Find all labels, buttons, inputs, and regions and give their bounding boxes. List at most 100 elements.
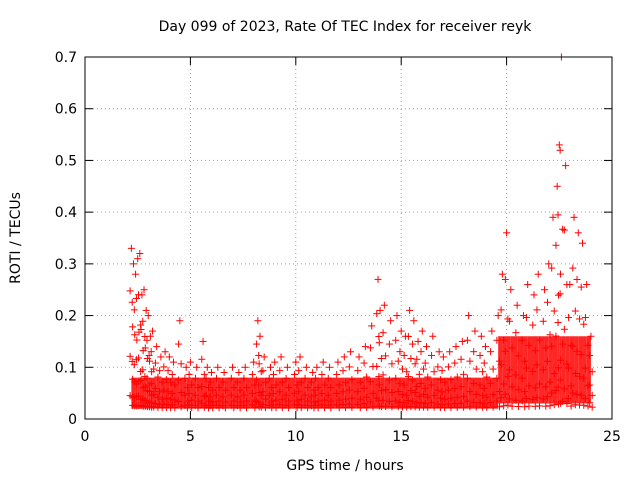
data-point bbox=[554, 364, 562, 372]
data-point bbox=[403, 391, 411, 399]
y-tick-label: 0 bbox=[68, 412, 77, 428]
data-point bbox=[139, 366, 147, 374]
data-point bbox=[202, 391, 210, 399]
data-point bbox=[268, 384, 276, 392]
data-point bbox=[307, 393, 315, 401]
data-point bbox=[128, 298, 136, 306]
data-point bbox=[137, 376, 145, 384]
data-point bbox=[571, 370, 579, 378]
data-point bbox=[565, 313, 573, 321]
data-point bbox=[160, 363, 168, 371]
data-point bbox=[203, 363, 211, 371]
data-point bbox=[242, 397, 250, 405]
dense-point-band bbox=[359, 377, 366, 409]
data-point bbox=[506, 317, 514, 325]
data-point bbox=[137, 321, 145, 329]
data-point bbox=[347, 348, 355, 356]
data-point bbox=[453, 393, 461, 401]
data-point bbox=[319, 358, 327, 366]
data-point bbox=[588, 403, 596, 411]
data-point bbox=[355, 353, 363, 361]
dense-point-band bbox=[582, 336, 587, 404]
dense-point-band bbox=[462, 377, 469, 409]
data-point bbox=[171, 396, 179, 404]
data-point bbox=[366, 398, 374, 406]
data-point bbox=[293, 381, 301, 389]
data-point bbox=[407, 387, 415, 395]
data-point bbox=[438, 367, 446, 375]
data-point bbox=[278, 395, 286, 403]
data-point bbox=[463, 336, 471, 344]
data-point bbox=[414, 337, 422, 345]
data-point bbox=[261, 378, 269, 386]
data-point bbox=[472, 390, 480, 398]
data-point bbox=[320, 381, 328, 389]
data-point bbox=[145, 351, 153, 359]
data-point bbox=[580, 374, 588, 382]
data-point bbox=[567, 402, 575, 410]
data-point bbox=[471, 327, 479, 335]
dense-point-band bbox=[312, 377, 317, 409]
data-point bbox=[379, 371, 387, 379]
data-point bbox=[202, 374, 210, 382]
data-point bbox=[479, 391, 487, 399]
data-point bbox=[522, 364, 530, 372]
data-point bbox=[185, 401, 193, 409]
data-point bbox=[242, 384, 250, 392]
dense-point-band bbox=[141, 377, 145, 409]
data-point bbox=[354, 367, 362, 375]
data-point bbox=[369, 389, 377, 397]
data-point bbox=[489, 390, 497, 398]
data-point bbox=[404, 397, 412, 405]
data-point bbox=[265, 374, 273, 382]
data-point bbox=[487, 398, 495, 406]
data-point bbox=[546, 402, 554, 410]
data-point bbox=[292, 358, 300, 366]
data-point bbox=[150, 365, 158, 373]
data-point bbox=[199, 337, 207, 345]
data-point bbox=[135, 354, 143, 362]
data-point bbox=[181, 391, 189, 399]
data-point bbox=[470, 398, 478, 406]
data-point bbox=[483, 403, 491, 411]
data-point bbox=[318, 370, 326, 378]
data-point bbox=[310, 386, 318, 394]
dense-point-band bbox=[534, 336, 539, 404]
data-point bbox=[521, 403, 529, 411]
data-point bbox=[257, 368, 265, 376]
data-point bbox=[214, 363, 222, 371]
data-point bbox=[415, 392, 423, 400]
data-point bbox=[185, 389, 193, 397]
data-point bbox=[452, 343, 460, 351]
dense-point-band bbox=[481, 377, 486, 409]
data-point bbox=[229, 363, 237, 371]
data-point bbox=[392, 397, 400, 405]
data-point bbox=[586, 399, 594, 407]
data-point bbox=[504, 372, 512, 380]
data-point bbox=[497, 394, 505, 402]
data-point bbox=[240, 401, 248, 409]
y-tick-label: 0.7 bbox=[55, 50, 77, 66]
data-point bbox=[588, 368, 596, 376]
data-point bbox=[565, 364, 573, 372]
data-point bbox=[460, 370, 468, 378]
data-point bbox=[580, 320, 588, 328]
data-point bbox=[253, 376, 261, 384]
data-point bbox=[470, 379, 478, 387]
x-tick-label: 15 bbox=[392, 429, 410, 445]
data-point bbox=[539, 317, 547, 325]
dense-point-band bbox=[378, 377, 381, 409]
data-point bbox=[324, 391, 332, 399]
data-point bbox=[518, 397, 526, 405]
data-point bbox=[542, 402, 550, 410]
data-point bbox=[255, 381, 263, 389]
data-point bbox=[548, 342, 556, 350]
data-point bbox=[200, 370, 208, 378]
data-point bbox=[560, 385, 568, 393]
data-point bbox=[276, 367, 284, 375]
data-point bbox=[451, 400, 459, 408]
x-tick-label: 20 bbox=[498, 429, 516, 445]
data-point bbox=[143, 336, 151, 344]
data-point bbox=[531, 347, 539, 355]
